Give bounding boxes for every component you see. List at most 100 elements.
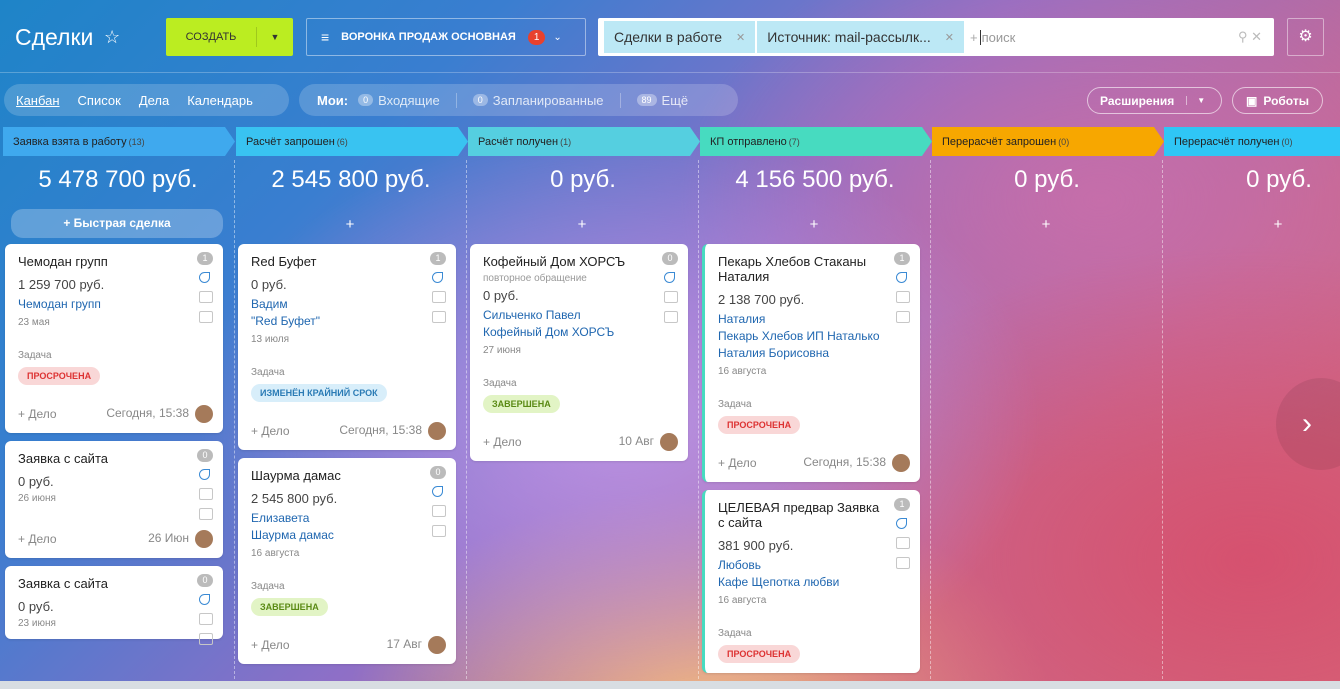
- icon[interactable]: [896, 272, 907, 283]
- counter[interactable]: 89 Ещё: [636, 93, 705, 108]
- icon[interactable]: [664, 311, 678, 323]
- icon[interactable]: [199, 613, 213, 625]
- extensions-button[interactable]: Расширения ▼: [1087, 87, 1222, 114]
- deal-contact[interactable]: Елизавета: [251, 511, 310, 525]
- quick-add[interactable]: +: [345, 216, 355, 233]
- filter-remove[interactable]: ✕: [736, 31, 746, 44]
- add-activity[interactable]: + Дело: [251, 638, 290, 652]
- icon[interactable]: [199, 291, 213, 303]
- deal-time: 17 Авг: [387, 636, 446, 654]
- icon[interactable]: [432, 505, 446, 517]
- add-activity[interactable]: + Дело: [18, 532, 57, 546]
- deal-contact[interactable]: Наталия: [718, 312, 766, 326]
- star-icon[interactable]: ☆: [104, 27, 121, 47]
- scroll-right[interactable]: ›: [1276, 378, 1340, 470]
- deal-card[interactable]: ЦЕЛЕВАЯ предвар Заявка с сайта 1 381 900 р…: [702, 490, 920, 673]
- icon[interactable]: [199, 488, 213, 500]
- icon[interactable]: [432, 525, 446, 537]
- create-label: СОЗДАТЬ: [185, 31, 237, 43]
- deal-card[interactable]: Шаурма дамас 0 2 545 800 руб. Елизавета Шаур…: [238, 458, 456, 664]
- deal-card[interactable]: Заявка с сайта 0 0 руб. 26 июня + Дело 26 Июн: [5, 441, 223, 558]
- deal-amount: 0 руб.: [251, 277, 287, 292]
- column-total: 5 478 700 руб.: [38, 166, 198, 193]
- quick-add[interactable]: +: [809, 216, 819, 233]
- view-switcher: Канбан Список Дела Календарь: [4, 84, 289, 116]
- quick-add[interactable]: +: [1273, 216, 1283, 233]
- avatar: [428, 636, 446, 654]
- filter-remove[interactable]: ✕: [944, 31, 954, 44]
- deal-amount: 2 138 700 руб.: [718, 292, 805, 307]
- column-cards: Кофейный Дом ХОРСЪ 0 повторное обращение 0 …: [470, 244, 688, 461]
- view-tab[interactable]: Дела: [138, 92, 170, 108]
- icon[interactable]: [664, 291, 678, 303]
- deal-contact[interactable]: "Red Буфет": [251, 314, 320, 328]
- icon[interactable]: [896, 311, 910, 323]
- deal-card[interactable]: Заявка с сайта 0 0 руб. 23 июня: [5, 566, 223, 645]
- icon[interactable]: [199, 272, 210, 283]
- deal-contact[interactable]: Сильченко Павел: [483, 308, 581, 322]
- counter[interactable]: 0 Входящие: [358, 92, 457, 108]
- icon[interactable]: [199, 594, 210, 605]
- icon[interactable]: [896, 537, 910, 549]
- icon[interactable]: [896, 557, 910, 569]
- deal-contact[interactable]: Наталия Борисовна: [718, 346, 830, 360]
- icon[interactable]: [199, 469, 210, 480]
- counter[interactable]: 0 Запланированные: [472, 92, 621, 108]
- search-placeholder[interactable]: поиск: [979, 29, 1016, 45]
- icon[interactable]: [432, 486, 443, 497]
- deal-contact[interactable]: Шаурма дамас: [251, 528, 334, 542]
- deal-amount: 0 руб.: [18, 599, 54, 614]
- robots-button[interactable]: ▣ Роботы: [1232, 87, 1323, 114]
- funnel-selector[interactable]: ≡ ВОРОНКА ПРОДАЖ ОСНОВНАЯ 1 ⌄: [306, 18, 586, 56]
- view-tab[interactable]: Канбан: [16, 92, 60, 108]
- icon[interactable]: [432, 272, 443, 283]
- quick-add[interactable]: +: [577, 216, 587, 233]
- deal-badge: 1: [894, 498, 910, 511]
- icon[interactable]: [896, 518, 907, 529]
- add-activity[interactable]: + Дело: [18, 407, 57, 421]
- deal-title: Заявка с сайта: [18, 451, 108, 466]
- icon[interactable]: [199, 508, 213, 520]
- deal-card[interactable]: Кофейный Дом ХОРСЪ 0 повторное обращение 0 …: [470, 244, 688, 461]
- icon[interactable]: [199, 633, 213, 645]
- column-separator: [466, 160, 467, 689]
- icon[interactable]: [432, 311, 446, 323]
- status-strip: [0, 681, 1340, 689]
- quick-add[interactable]: + Быстрая сделка: [11, 209, 223, 238]
- filter-box[interactable]: Сделки в работе ✕ Источник: mail-рассылк..…: [598, 18, 1274, 56]
- filter-chip[interactable]: Источник: mail-рассылк... ✕: [757, 21, 964, 53]
- column-total: 0 руб.: [1246, 166, 1312, 193]
- deal-icons: [896, 518, 910, 569]
- deal-contact[interactable]: Кофейный Дом ХОРСЪ: [483, 325, 615, 339]
- deal-contact[interactable]: Кафе Щепотка любви: [718, 575, 840, 589]
- create-button[interactable]: СОЗДАТЬ ▼: [166, 18, 293, 56]
- deal-contact[interactable]: Любовь: [718, 558, 762, 572]
- deal-contact[interactable]: Чемодан групп: [18, 297, 101, 311]
- add-activity[interactable]: + Дело: [483, 435, 522, 449]
- deal-contact[interactable]: Пекарь Хлебов ИП Наталько: [718, 329, 880, 343]
- task-label: Задача: [251, 367, 285, 378]
- deal-badge: 1: [197, 252, 213, 265]
- robots-label: Роботы: [1263, 93, 1309, 108]
- column-count: (0): [1058, 136, 1070, 147]
- filter-text: Источник: mail-рассылк...: [767, 29, 931, 45]
- deal-card[interactable]: Пекарь Хлебов Стаканы Наталия 1 2 138 700 …: [702, 244, 920, 482]
- filter-chip[interactable]: Сделки в работе ✕: [604, 21, 756, 53]
- deal-subtitle: повторное обращение: [483, 273, 587, 284]
- view-tab[interactable]: Календарь: [187, 92, 253, 108]
- add-activity[interactable]: + Дело: [251, 424, 290, 438]
- view-tab[interactable]: Список: [77, 92, 121, 108]
- deal-time: 10 Авг: [619, 433, 678, 451]
- icon[interactable]: [199, 311, 213, 323]
- deal-title: Red Буфет: [251, 254, 317, 269]
- deal-date: 23 июня: [18, 618, 56, 629]
- icon[interactable]: [896, 291, 910, 303]
- deal-contact[interactable]: Вадим: [251, 297, 288, 311]
- icon[interactable]: [664, 272, 675, 283]
- add-activity[interactable]: + Дело: [718, 456, 757, 470]
- quick-add[interactable]: +: [1041, 216, 1051, 233]
- deal-card[interactable]: Чемодан групп 1 1 259 700 руб. Чемодан груп…: [5, 244, 223, 433]
- settings-button[interactable]: ⚙: [1287, 18, 1324, 56]
- deal-card[interactable]: Red Буфет 1 0 руб. Вадим "Red Буфет" 13 июля З…: [238, 244, 456, 450]
- icon[interactable]: [432, 291, 446, 303]
